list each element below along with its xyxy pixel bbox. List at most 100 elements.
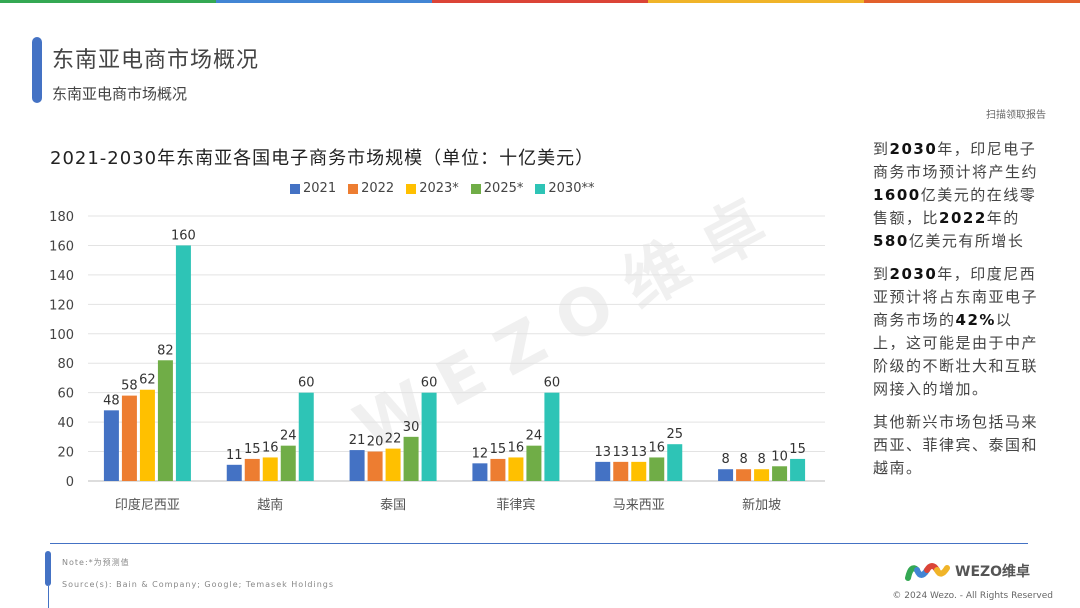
source-text: Source(s): Bain & Company; Google; Temas…	[62, 580, 335, 589]
data-label: 8	[721, 452, 729, 467]
data-label: 8	[757, 452, 765, 467]
bar	[613, 461, 629, 481]
data-label: 160	[171, 228, 196, 243]
legend-label: 2030**	[548, 181, 595, 196]
bar	[280, 445, 296, 481]
data-label: 22	[385, 432, 402, 447]
copyright: © 2024 Wezo. - All Rights Reserved	[892, 591, 1053, 601]
legend-swatch	[348, 183, 359, 194]
note-paragraph-3: 其他新兴市场包括马来西亚、菲律宾、泰国和越南。	[873, 413, 1039, 477]
text: 年，印尼电子商务市场预计将产生约	[873, 140, 1039, 181]
bar	[526, 445, 542, 481]
color-segment	[216, 0, 432, 3]
wezo-logo: WEZO维卓	[905, 560, 1030, 582]
data-label: 60	[298, 376, 315, 391]
data-label: 15	[490, 442, 507, 457]
chart-title: 2021-2030年东南亚各国电子商务市场规模（单位：十亿美元）	[50, 148, 595, 169]
note-paragraph-2: 到2030年，印度尼西亚预计将占东南亚电子商务市场的42%以上，这可能是由于中产…	[873, 263, 1043, 401]
bar	[349, 450, 365, 481]
bar	[262, 457, 278, 481]
bar	[472, 463, 488, 481]
x-tick-label: 菲律宾	[496, 497, 535, 513]
legend-label: 2021	[303, 181, 337, 196]
highlight: 42%	[955, 311, 996, 329]
data-label: 15	[244, 442, 261, 457]
legend-swatch	[470, 183, 481, 194]
side-notes: 到2030年，印尼电子商务市场预计将产生约1600亿美元的在线零售额，比2022…	[873, 138, 1043, 490]
color-segment	[864, 0, 1080, 3]
data-label: 10	[771, 449, 788, 464]
bar	[595, 461, 611, 481]
data-label: 20	[367, 435, 384, 450]
bar	[544, 392, 560, 481]
text: 亿美元有所增长	[908, 232, 1025, 250]
logo-text: WEZO维卓	[955, 564, 1031, 580]
title-accent-bar	[32, 37, 42, 103]
y-tick-label: 180	[49, 210, 74, 225]
bar	[121, 395, 137, 481]
bar	[667, 444, 683, 481]
text: 到	[873, 140, 890, 158]
data-label: 16	[262, 440, 279, 455]
legend-swatch	[290, 183, 300, 194]
data-label: 60	[544, 376, 561, 391]
x-tick-label: 越南	[257, 497, 283, 513]
data-label: 48	[103, 393, 120, 408]
y-tick-label: 100	[49, 328, 74, 343]
bar	[736, 469, 752, 481]
y-tick-label: 0	[66, 475, 74, 490]
bar	[772, 466, 788, 481]
legend-item: 2021	[290, 181, 336, 196]
data-label: 21	[349, 433, 366, 448]
bar	[490, 458, 506, 481]
bar	[175, 245, 191, 481]
bar	[385, 448, 401, 481]
data-label: 58	[121, 379, 138, 394]
bar	[649, 457, 665, 481]
color-segment	[648, 0, 864, 3]
data-label: 12	[472, 446, 489, 461]
footnote: Note:*为预测值	[62, 558, 130, 567]
data-label: 16	[508, 440, 525, 455]
color-segment	[432, 0, 648, 3]
text: 以上，这可能是由于中产阶级的不断壮大和互联网接入的增加。	[873, 311, 1039, 398]
data-label: 30	[403, 420, 420, 435]
legend-item: 2022	[348, 181, 394, 196]
data-label: 24	[526, 429, 543, 444]
bar	[244, 458, 260, 481]
legend-swatch	[535, 183, 546, 194]
data-label: 13	[612, 445, 629, 460]
footer-divider	[50, 543, 1028, 544]
y-tick-label: 40	[57, 416, 74, 431]
x-tick-label: 马来西亚	[613, 498, 665, 513]
top-color-bar	[0, 0, 1080, 3]
footer-accent-bar	[45, 551, 51, 586]
legend-item: 2025*	[470, 181, 523, 196]
data-label: 24	[280, 429, 297, 444]
y-tick-label: 80	[57, 357, 74, 372]
color-segment	[0, 0, 216, 3]
x-tick-label: 印度尼西亚	[115, 497, 180, 513]
chart-legend: 2021 2022 2023* 2025* 2030**	[290, 181, 594, 196]
bar	[403, 436, 419, 481]
data-label: 11	[226, 448, 243, 463]
text: 年的	[986, 209, 1020, 227]
scan-report-link[interactable]: 扫描领取报告	[986, 110, 1046, 121]
highlight: 2022	[939, 209, 987, 227]
bar	[103, 410, 119, 481]
bar	[421, 392, 437, 481]
bar	[718, 469, 734, 481]
text: 年，印度尼西亚预计将占东南亚电子商务市场的	[873, 265, 1039, 329]
legend-item: 2030**	[535, 181, 594, 196]
data-label: 16	[648, 440, 665, 455]
highlight: 2030	[889, 265, 938, 283]
legend-label: 2022	[361, 181, 395, 196]
data-label: 62	[139, 373, 156, 388]
bar	[298, 392, 314, 481]
text: 到	[873, 265, 890, 283]
page-subtitle: 东南亚电商市场概况	[52, 85, 188, 103]
page-title: 东南亚电商市场概况	[52, 48, 260, 73]
y-tick-label: 160	[49, 239, 74, 254]
legend-label: 2023*	[419, 181, 459, 196]
